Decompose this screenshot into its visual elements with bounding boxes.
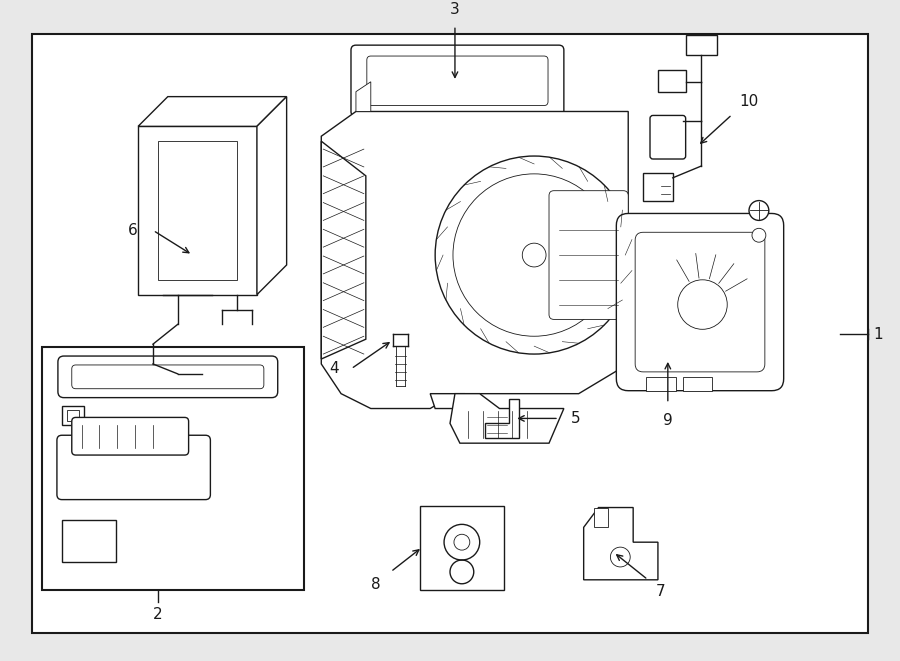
Bar: [67, 410, 78, 422]
FancyBboxPatch shape: [650, 116, 686, 159]
Polygon shape: [485, 399, 519, 438]
Polygon shape: [256, 97, 286, 295]
FancyBboxPatch shape: [57, 435, 211, 500]
FancyBboxPatch shape: [72, 365, 264, 389]
Polygon shape: [321, 112, 628, 408]
Circle shape: [752, 228, 766, 242]
FancyBboxPatch shape: [58, 356, 278, 398]
Bar: [62, 520, 116, 562]
Polygon shape: [138, 97, 286, 126]
Bar: [686, 35, 717, 55]
Bar: [646, 377, 676, 391]
Bar: [420, 506, 505, 590]
Text: 1: 1: [874, 327, 884, 342]
Polygon shape: [356, 82, 371, 112]
FancyBboxPatch shape: [644, 173, 673, 200]
Polygon shape: [594, 508, 608, 527]
Bar: [42, 347, 304, 590]
FancyBboxPatch shape: [616, 214, 784, 391]
Circle shape: [749, 200, 769, 220]
Polygon shape: [321, 141, 365, 359]
Bar: [658, 70, 686, 92]
Text: 9: 9: [663, 414, 672, 428]
Text: 4: 4: [329, 362, 339, 376]
Text: 6: 6: [129, 223, 138, 238]
FancyBboxPatch shape: [351, 45, 564, 116]
Circle shape: [522, 243, 546, 267]
Text: 3: 3: [450, 3, 460, 17]
Polygon shape: [430, 394, 465, 408]
FancyBboxPatch shape: [549, 190, 628, 319]
Circle shape: [435, 156, 634, 354]
Bar: [683, 377, 713, 391]
Bar: [62, 406, 84, 425]
Polygon shape: [584, 508, 658, 580]
Text: 7: 7: [656, 584, 666, 599]
FancyBboxPatch shape: [367, 56, 548, 106]
Text: 2: 2: [153, 607, 163, 621]
Text: 8: 8: [371, 577, 381, 592]
FancyBboxPatch shape: [635, 232, 765, 372]
Polygon shape: [450, 394, 564, 443]
FancyBboxPatch shape: [72, 418, 189, 455]
Text: 5: 5: [571, 411, 580, 426]
Text: 10: 10: [739, 93, 759, 108]
